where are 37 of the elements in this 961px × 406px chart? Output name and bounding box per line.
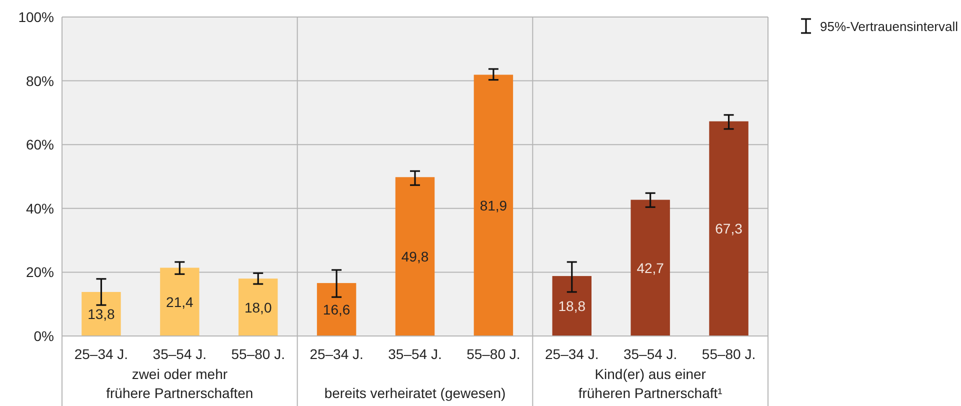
bar	[238, 278, 278, 336]
data-label: 67,3	[715, 220, 743, 237]
y-tick-label: 0%	[34, 328, 54, 344]
data-label: 49,8	[401, 248, 429, 265]
y-tick-label: 60%	[26, 136, 54, 153]
x-tick-label: 25–34 J.	[545, 346, 599, 362]
legend-title: 95%-Vertrauensintervall	[820, 19, 958, 34]
y-tick-label: 100%	[18, 9, 54, 25]
data-label: 81,9	[480, 197, 508, 214]
bar	[82, 292, 121, 336]
data-label: 18,8	[558, 298, 586, 314]
text: bereits verheiratet (gewesen)	[324, 385, 506, 401]
x-tick-label: 35–54 J.	[388, 346, 442, 362]
bar	[160, 268, 200, 336]
x-tick-label: 35–54 J.	[152, 346, 207, 362]
bar	[630, 200, 670, 336]
text: Kind(er) aus einer früheren Partnerschaft¹	[578, 366, 723, 401]
bar	[474, 74, 514, 336]
data-label: 13,8	[88, 306, 116, 322]
x-tick-label: 35–54 J.	[623, 346, 678, 362]
y-tick-label: 80%	[26, 72, 54, 89]
bar	[709, 121, 748, 336]
x-tick-label: 55–80 J.	[702, 346, 756, 362]
data-label: 18,0	[244, 299, 272, 316]
bar	[316, 283, 356, 336]
bar	[395, 177, 435, 336]
data-label: 21,4	[166, 294, 194, 310]
data-label: 16,6	[322, 302, 350, 318]
data-label: 42,7	[636, 260, 664, 276]
text: zwei oder mehr frühere Partnerschaften	[106, 366, 254, 401]
bar	[552, 276, 592, 336]
x-tick-label: 55–80 J.	[231, 346, 285, 362]
y-tick-label: 40%	[26, 200, 54, 216]
x-tick-label: 25–34 J.	[310, 346, 364, 362]
y-tick-label: 20%	[26, 264, 54, 280]
x-tick-label: 25–34 J.	[74, 346, 128, 362]
x-tick-label: 55–80 J.	[466, 346, 520, 362]
